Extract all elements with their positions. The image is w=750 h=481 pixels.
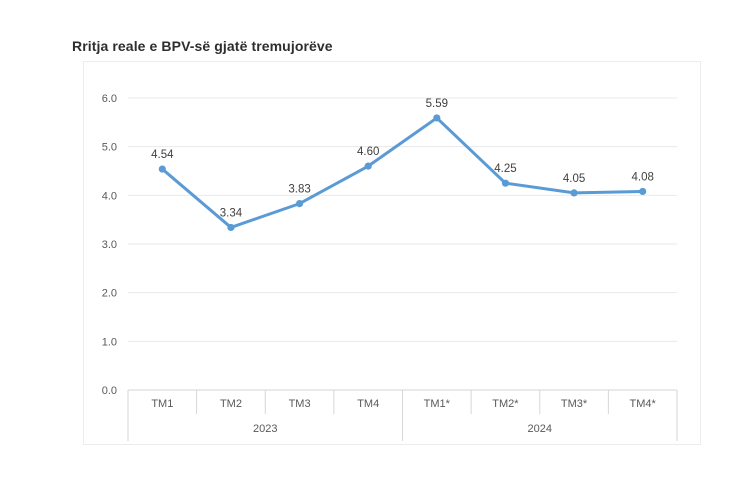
data-point-label: 3.83 bbox=[288, 184, 310, 196]
data-point-marker bbox=[295, 200, 304, 208]
x-category-label: TM4 bbox=[357, 398, 379, 410]
x-category-label: TM1 bbox=[151, 398, 173, 410]
x-category-label: TM3* bbox=[561, 398, 588, 410]
data-point-label: 4.60 bbox=[357, 146, 379, 158]
data-point-marker bbox=[364, 162, 372, 170]
chart-title: Rritja reale e BPV-së gjatë tremujorëve bbox=[72, 38, 333, 54]
data-point-label: 4.08 bbox=[631, 171, 653, 183]
chart-frame bbox=[83, 61, 701, 445]
y-tick-label: 4.0 bbox=[102, 190, 117, 202]
data-point-label: 3.34 bbox=[220, 207, 243, 219]
x-category-label: TM4* bbox=[630, 398, 657, 410]
y-tick-label: 5.0 bbox=[102, 142, 117, 154]
data-point-marker bbox=[639, 187, 647, 196]
data-point-marker bbox=[433, 114, 441, 122]
x-year-label: 2023 bbox=[253, 423, 277, 435]
data-point-label: 4.25 bbox=[494, 163, 516, 175]
y-tick-label: 6.0 bbox=[102, 93, 117, 105]
x-year-label: 2024 bbox=[528, 423, 552, 435]
y-tick-label: 0.0 bbox=[102, 385, 117, 397]
data-point-label: 4.05 bbox=[563, 173, 585, 185]
data-point-marker bbox=[227, 223, 235, 232]
y-tick-label: 1.0 bbox=[102, 336, 117, 348]
y-tick-label: 3.0 bbox=[102, 239, 117, 251]
x-category-label: TM3 bbox=[289, 398, 311, 410]
data-point-label: 4.54 bbox=[151, 149, 174, 161]
data-series-line bbox=[160, 116, 645, 229]
data-point-marker bbox=[570, 189, 578, 197]
x-category-label: TM2* bbox=[492, 398, 519, 410]
x-category-label: TM2 bbox=[220, 398, 242, 410]
x-category-label: TM1* bbox=[424, 398, 451, 410]
data-point-marker bbox=[158, 165, 166, 173]
data-point-marker bbox=[501, 179, 510, 187]
y-tick-label: 2.0 bbox=[102, 288, 117, 300]
data-point-label: 5.59 bbox=[426, 98, 448, 110]
